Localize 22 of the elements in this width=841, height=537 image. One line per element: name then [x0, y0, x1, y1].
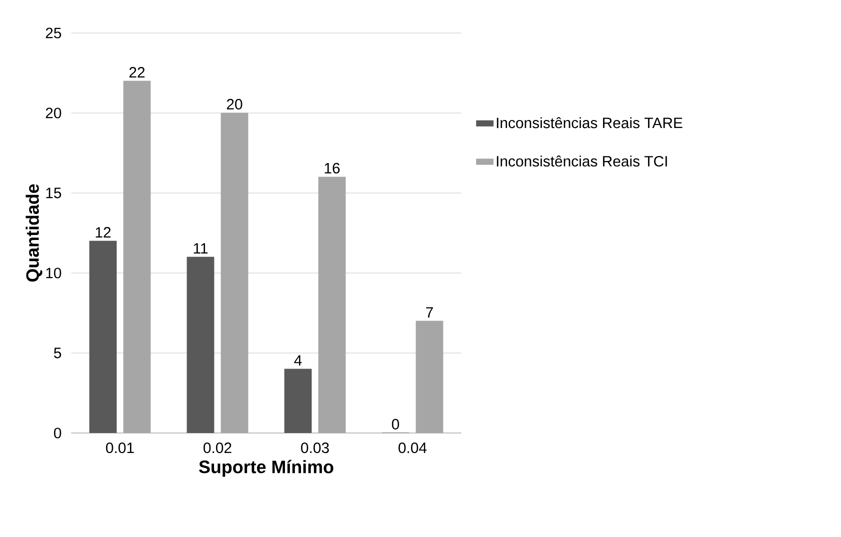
- legend-label: Inconsistências Reais TARE: [496, 117, 682, 128]
- data-label: 7: [426, 307, 433, 318]
- data-label: 20: [226, 98, 242, 110]
- legend-label: Inconsistências Reais TCI: [496, 156, 667, 167]
- data-label: 22: [129, 67, 145, 78]
- x-tick-label: 0.02: [204, 442, 232, 454]
- y-tick-label: 0: [54, 428, 62, 438]
- data-label: 12: [96, 227, 111, 238]
- y-tick-label: 25: [46, 28, 62, 38]
- y-tick-label: 15: [46, 188, 62, 198]
- data-label: 16: [324, 162, 340, 174]
- y-tick-label: 10: [46, 268, 62, 278]
- y-tick-label: 20: [46, 108, 62, 118]
- y-axis-title: Quantidade: [26, 184, 42, 282]
- x-tick-label: 0.04: [398, 442, 427, 454]
- x-tick-label: 0.01: [106, 442, 134, 454]
- data-label: 0: [392, 418, 400, 430]
- data-label: 11: [194, 243, 208, 254]
- y-tick-label: 5: [54, 348, 62, 358]
- data-label: 4: [294, 355, 302, 366]
- x-axis-title: Suporte Mínimo: [199, 460, 334, 477]
- x-tick-label: 0.03: [301, 442, 329, 454]
